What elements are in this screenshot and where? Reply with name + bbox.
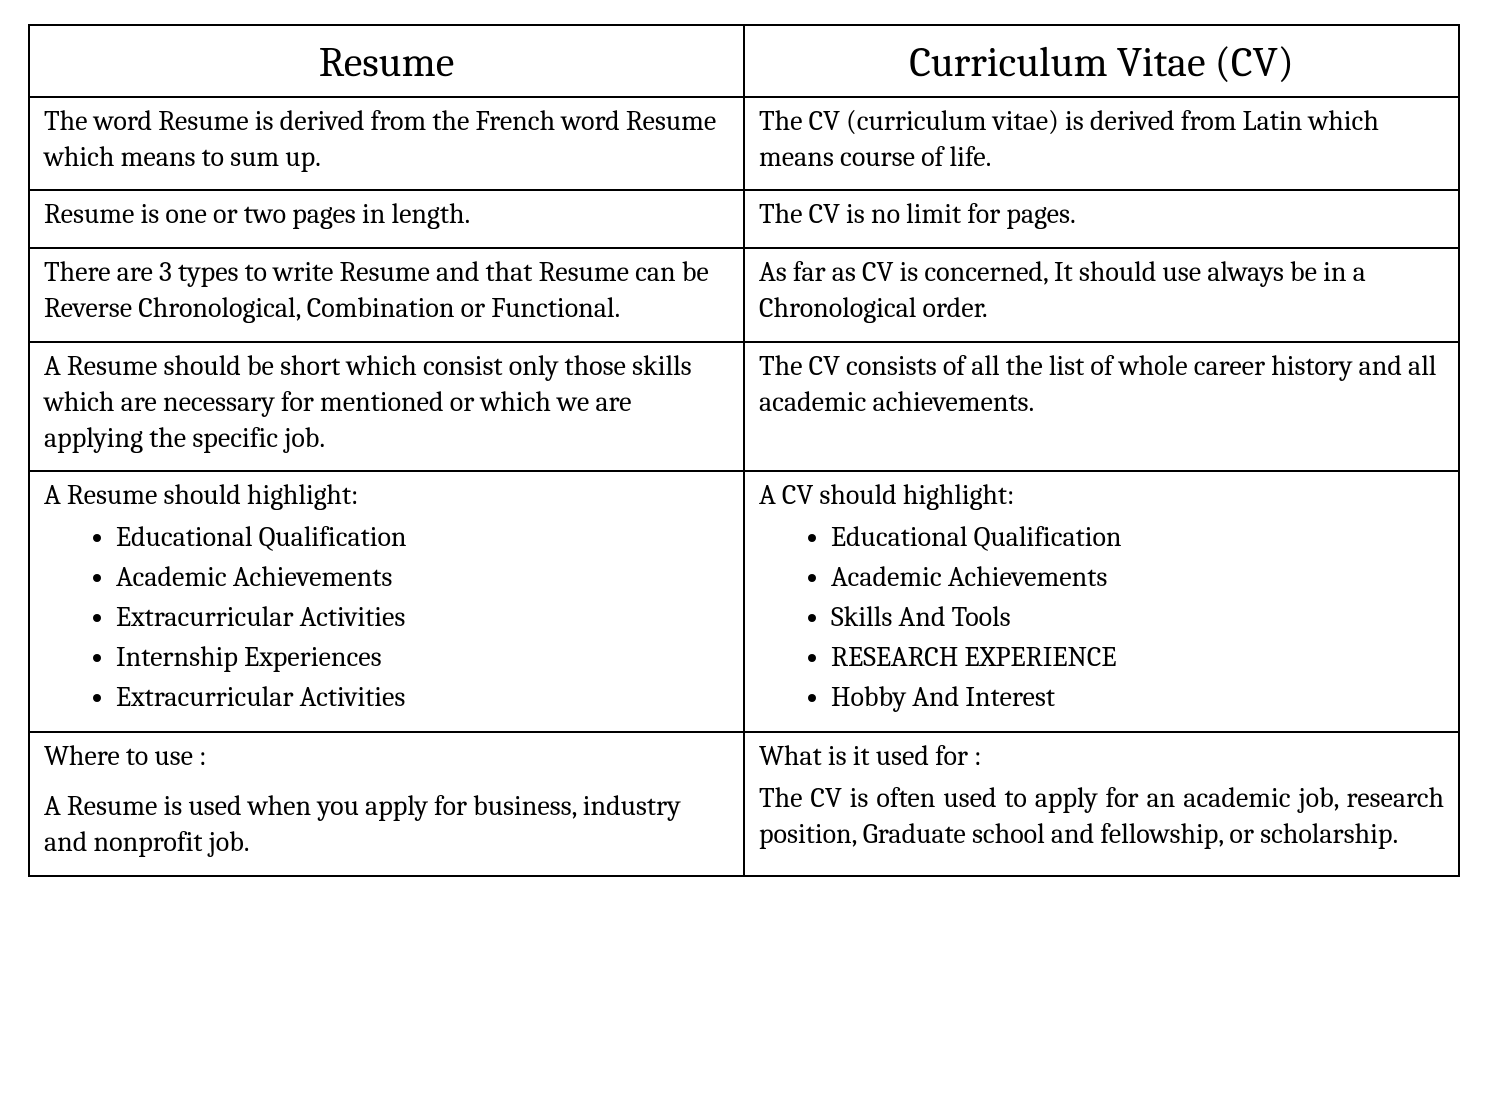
cell-resume-content: A Resume should be short which consist o…	[29, 342, 744, 471]
cell-cv-origin: The CV (curriculum vitae) is derived fro…	[744, 97, 1459, 191]
header-cv: Curriculum Vitae (CV)	[744, 25, 1459, 97]
usage-body: A Resume is used when you apply for busi…	[44, 789, 729, 861]
list-item: Academic Achievements	[831, 558, 1444, 598]
table-row: The word Resume is derived from the Fren…	[29, 97, 1459, 191]
comparison-table: Resume Curriculum Vitae (CV) The word Re…	[28, 24, 1460, 877]
list-item: Hobby And Interest	[831, 678, 1444, 718]
table-row: Resume is one or two pages in length. Th…	[29, 190, 1459, 248]
usage-heading: Where to use :	[44, 739, 729, 775]
list-item: Educational Qualification	[831, 518, 1444, 558]
header-resume: Resume	[29, 25, 744, 97]
usage-body: The CV is often used to apply for an aca…	[759, 781, 1444, 853]
spacer	[44, 775, 729, 789]
list-item: RESEARCH EXPERIENCE	[831, 638, 1444, 678]
usage-heading: What is it used for :	[759, 739, 1444, 775]
cell-resume-length: Resume is one or two pages in length.	[29, 190, 744, 248]
cell-cv-highlights: A CV should highlight: Educational Quali…	[744, 471, 1459, 732]
cell-cv-content: The CV consists of all the list of whole…	[744, 342, 1459, 471]
cell-resume-origin: The word Resume is derived from the Fren…	[29, 97, 744, 191]
cell-cv-usage: What is it used for : The CV is often us…	[744, 732, 1459, 875]
cv-highlight-list: Educational Qualification Academic Achie…	[759, 518, 1444, 717]
highlight-intro: A Resume should highlight:	[44, 478, 729, 514]
list-item: Educational Qualification	[116, 518, 729, 558]
list-item: Extracurricular Activities	[116, 678, 729, 718]
cell-resume-usage: Where to use : A Resume is used when you…	[29, 732, 744, 875]
list-item: Extracurricular Activities	[116, 598, 729, 638]
table-header-row: Resume Curriculum Vitae (CV)	[29, 25, 1459, 97]
list-item: Academic Achievements	[116, 558, 729, 598]
cell-resume-types: There are 3 types to write Resume and th…	[29, 248, 744, 342]
table-row: Where to use : A Resume is used when you…	[29, 732, 1459, 875]
table-row: A Resume should be short which consist o…	[29, 342, 1459, 471]
cell-cv-length: The CV is no limit for pages.	[744, 190, 1459, 248]
list-item: Skills And Tools	[831, 598, 1444, 638]
cell-resume-highlights: A Resume should highlight: Educational Q…	[29, 471, 744, 732]
table-row: There are 3 types to write Resume and th…	[29, 248, 1459, 342]
resume-highlight-list: Educational Qualification Academic Achie…	[44, 518, 729, 717]
page: Resume Curriculum Vitae (CV) The word Re…	[0, 0, 1488, 901]
cell-cv-types: As far as CV is concerned, It should use…	[744, 248, 1459, 342]
highlight-intro: A CV should highlight:	[759, 478, 1444, 514]
table-row: A Resume should highlight: Educational Q…	[29, 471, 1459, 732]
list-item: Internship Experiences	[116, 638, 729, 678]
